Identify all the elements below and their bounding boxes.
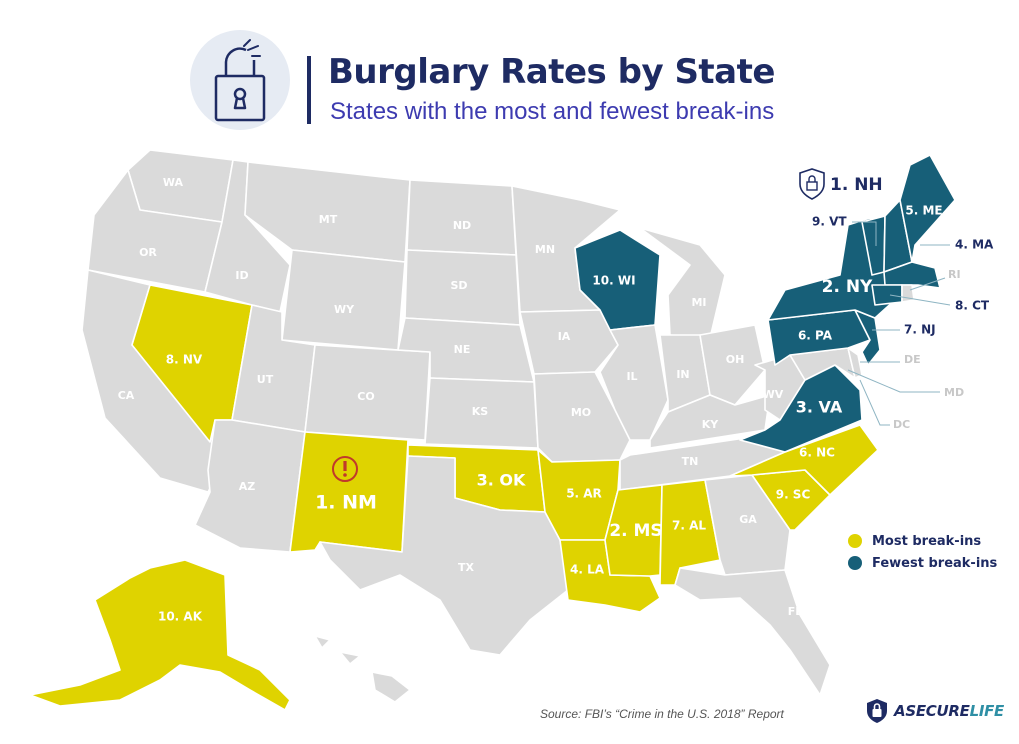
- brand-logo: ASECURELIFE: [866, 698, 1004, 724]
- label-ga: GA: [739, 513, 757, 526]
- rank-ct: 8. CT: [955, 299, 990, 313]
- page-subtitle: States with the most and fewest break-in…: [330, 98, 775, 125]
- label-mo: MO: [571, 406, 591, 419]
- rank-wi: 10. WI: [592, 274, 635, 288]
- label-ks: KS: [472, 405, 489, 418]
- label-fl: FL: [788, 605, 803, 618]
- rank-nc: 6. NC: [799, 446, 835, 460]
- legend-label-most: Most break-ins: [872, 533, 982, 549]
- state-hi[interactable]: [314, 635, 411, 703]
- state-mo[interactable]: [533, 371, 631, 463]
- page-title: Burglary Rates by State: [328, 52, 775, 92]
- state-fl[interactable]: [674, 567, 831, 696]
- label-md: MD: [944, 386, 964, 399]
- label-oh: OH: [726, 353, 745, 366]
- map-legend: Most break-ins Fewest break-ins: [848, 530, 997, 574]
- label-ut: UT: [257, 373, 274, 386]
- label-ne: NE: [454, 343, 471, 356]
- state-oh[interactable]: [699, 324, 766, 406]
- legend-item-most: Most break-ins: [848, 530, 997, 552]
- label-co: CO: [357, 390, 374, 403]
- label-tn: TN: [682, 455, 699, 468]
- state-tx[interactable]: [319, 455, 569, 656]
- label-ky: KY: [702, 418, 720, 431]
- rank-al: 7. AL: [672, 519, 706, 533]
- rank-vt: 9. VT: [812, 215, 847, 229]
- label-dc: DC: [893, 418, 910, 431]
- label-mt: MT: [319, 213, 338, 226]
- label-il: IL: [626, 370, 637, 383]
- label-tx: TX: [458, 561, 475, 574]
- state-ct[interactable]: [871, 284, 903, 306]
- rank-la: 4. LA: [570, 563, 605, 577]
- state-ia[interactable]: [519, 309, 619, 375]
- state-ri[interactable]: [901, 284, 915, 303]
- leader-ct: [889, 294, 951, 306]
- label-in: IN: [676, 368, 689, 381]
- rank-va: 3. VA: [796, 398, 843, 417]
- shield-lock-icon: [799, 168, 825, 200]
- brand-wordmark: ASECURELIFE: [894, 702, 1004, 720]
- rank-nm: 1. NM: [315, 492, 377, 514]
- label-hi: HI: [347, 683, 360, 696]
- state-wy[interactable]: [281, 249, 406, 351]
- rank-nv: 8. NV: [166, 353, 203, 367]
- label-wa: WA: [163, 176, 184, 189]
- label-or: OR: [139, 246, 157, 259]
- padlock-broken-icon: [190, 30, 290, 130]
- leader-dc: [859, 379, 890, 426]
- label-id: ID: [235, 269, 248, 282]
- rank-nh: 1. NH: [830, 175, 883, 195]
- state-il[interactable]: [599, 324, 669, 441]
- legend-swatch-most: [848, 534, 862, 548]
- state-nd[interactable]: [406, 179, 517, 256]
- rank-ma: 4. MA: [955, 238, 994, 252]
- rank-me: 5. ME: [905, 204, 942, 218]
- label-wv: WV: [763, 388, 784, 401]
- label-de: DE: [904, 353, 921, 366]
- label-ri: RI: [948, 268, 961, 281]
- leader-md: [847, 369, 940, 393]
- shield-lock-icon: [867, 699, 887, 723]
- label-sd: SD: [450, 279, 467, 292]
- legend-item-fewest: Fewest break-ins: [848, 552, 997, 574]
- state-de[interactable]: [847, 347, 863, 379]
- rank-ok: 3. OK: [477, 471, 526, 490]
- label-ca: CA: [118, 389, 135, 402]
- label-ia: IA: [558, 330, 571, 343]
- rank-nj: 7. NJ: [904, 323, 936, 337]
- header: Burglary Rates by State States with the …: [0, 0, 1019, 150]
- exclamation-icon: [332, 456, 358, 482]
- rank-sc: 9. SC: [776, 488, 811, 502]
- leader-ri: [909, 277, 946, 291]
- label-mn: MN: [535, 243, 555, 256]
- legend-label-fewest: Fewest break-ins: [872, 555, 998, 571]
- label-wy: WY: [334, 303, 355, 316]
- label-mi: MI: [691, 296, 706, 309]
- legend-swatch-fewest: [848, 556, 862, 570]
- label-nd: ND: [453, 219, 471, 232]
- rank-ms: 2. MS: [609, 521, 662, 541]
- rank-pa: 6. PA: [798, 329, 833, 343]
- state-ak[interactable]: [29, 559, 291, 711]
- rank-ny: 2. NY: [822, 277, 873, 297]
- source-note: Source: FBI’s “Crime in the U.S. 2018” R…: [540, 707, 784, 721]
- label-az: AZ: [239, 480, 256, 493]
- leader-vt: [852, 221, 877, 246]
- rank-ar: 5. AR: [566, 487, 602, 501]
- rank-ak: 10. AK: [158, 610, 203, 624]
- title-divider: [307, 56, 311, 124]
